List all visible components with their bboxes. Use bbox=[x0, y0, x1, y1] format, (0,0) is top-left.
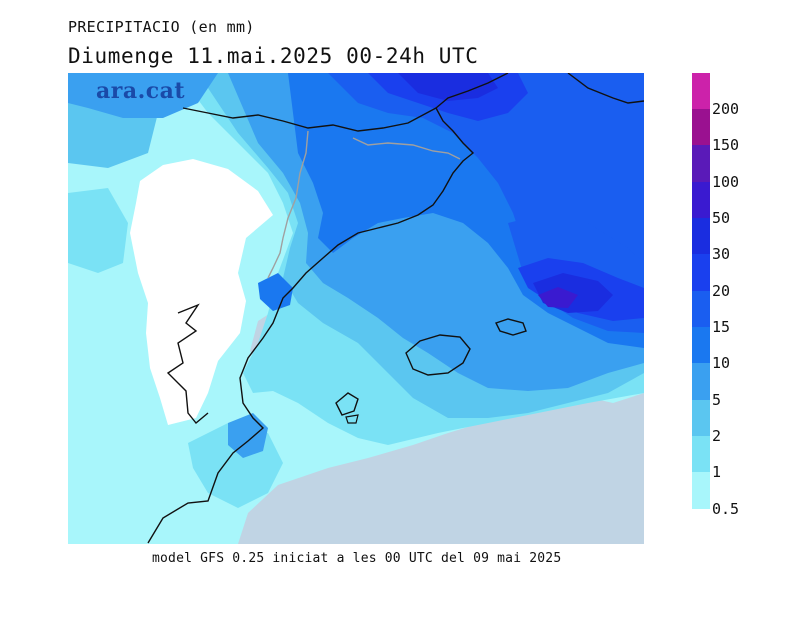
dry-sea-south bbox=[238, 393, 644, 544]
precip-band-50mm bbox=[538, 287, 578, 308]
legend-label-20: 20 bbox=[712, 282, 731, 300]
legend-label-100: 100 bbox=[712, 173, 740, 191]
legend-label-10: 10 bbox=[712, 354, 731, 372]
legend-swatch-15 bbox=[692, 291, 710, 327]
legend-swatch-20 bbox=[692, 254, 710, 291]
legend-swatch-30 bbox=[692, 218, 710, 254]
island-eivissa bbox=[335, 392, 359, 416]
chart-title: PRECIPITACIO (en mm) bbox=[68, 18, 255, 36]
island-mallorca bbox=[405, 334, 471, 376]
regional-border-2 bbox=[352, 137, 461, 160]
legend-swatch-0-5 bbox=[692, 472, 710, 509]
legend-label-150: 150 bbox=[712, 136, 740, 154]
island-formentera bbox=[345, 414, 359, 424]
coastline bbox=[147, 73, 509, 544]
regional-border bbox=[267, 130, 309, 279]
admin-boundary-black bbox=[166, 303, 209, 424]
model-run-caption: model GFS 0.25 iniciat a les 00 UTC del … bbox=[152, 551, 562, 566]
precipitation-map bbox=[68, 73, 644, 544]
north-boundary bbox=[567, 73, 644, 104]
legend-label-2: 2 bbox=[712, 427, 722, 445]
precip-band-5mm-nw bbox=[68, 73, 218, 118]
dry-land-interior bbox=[130, 159, 273, 425]
legend-swatch-5 bbox=[692, 363, 710, 400]
ara-cat-logo: ara.cat bbox=[96, 78, 186, 104]
legend-swatch-10 bbox=[692, 327, 710, 363]
color-scale-legend bbox=[692, 73, 710, 509]
pyrenees-boundary bbox=[182, 107, 437, 132]
legend-swatch-150 bbox=[692, 109, 710, 145]
island-menorca bbox=[495, 318, 527, 336]
legend-swatch-2 bbox=[692, 400, 710, 436]
legend-swatch-1 bbox=[692, 436, 710, 472]
legend-label-5: 5 bbox=[712, 391, 722, 409]
legend-label-50: 50 bbox=[712, 209, 731, 227]
legend-label-1: 1 bbox=[712, 463, 722, 481]
legend-swatch-100 bbox=[692, 145, 710, 182]
map-svg bbox=[68, 73, 644, 544]
legend-label-30: 30 bbox=[712, 245, 731, 263]
precip-band-1mm-west bbox=[68, 188, 128, 273]
legend-label-0-5: 0.5 bbox=[712, 500, 740, 518]
chart-subtitle: Diumenge 11.mai.2025 00-24h UTC bbox=[68, 44, 479, 68]
legend-swatch-50 bbox=[692, 182, 710, 218]
precip-band-10mm-cell bbox=[258, 273, 293, 311]
legend-label-15: 15 bbox=[712, 318, 731, 336]
legend-label-200: 200 bbox=[712, 100, 740, 118]
legend-swatch-200 bbox=[692, 73, 710, 109]
precip-band-30mm bbox=[398, 73, 498, 101]
precip-band-5mm-cell bbox=[228, 413, 268, 458]
